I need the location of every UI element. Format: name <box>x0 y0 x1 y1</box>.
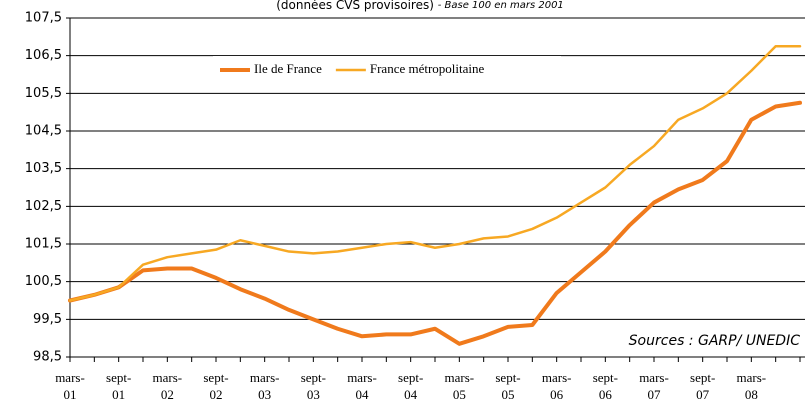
x-tick-label-part: 07 <box>648 387 662 402</box>
series-line <box>68 45 802 302</box>
x-tick-label-part: sept- <box>593 370 618 385</box>
y-tick-label: 105,5 <box>25 86 62 101</box>
x-tick-label-part: 06 <box>599 387 613 402</box>
x-tick-label: mars- 02 <box>153 370 183 402</box>
x-tick-label-part: sept- <box>203 370 228 385</box>
x-tick-label-part: sept- <box>495 370 520 385</box>
x-tick-label-part: mars- <box>542 370 572 385</box>
y-tick-label: 106,5 <box>25 48 62 63</box>
x-tick-label-part: 04 <box>404 387 418 402</box>
x-tick-label-part: mars- <box>639 370 669 385</box>
x-tick-label-part: 05 <box>502 387 515 402</box>
y-tick-label: 99,5 <box>33 312 62 327</box>
x-tick-label: sept- 06 <box>593 370 618 402</box>
x-tick-label: mars- 04 <box>347 370 377 402</box>
x-tick-label-part: sept- <box>301 370 326 385</box>
x-tick-label: sept- 05 <box>495 370 520 402</box>
x-tick-label-part: 05 <box>453 387 466 402</box>
x-tick-label-part: 03 <box>307 387 320 402</box>
chart-title: (données CVS provisoires) - Base 100 en … <box>276 0 564 12</box>
x-tick-label: sept- 02 <box>203 370 228 402</box>
x-tick-label-part: 06 <box>550 387 564 402</box>
x-tick-label: sept- 07 <box>690 370 715 402</box>
x-tick-label-part: 03 <box>258 387 271 402</box>
y-tick-label: 103,5 <box>25 161 62 176</box>
x-tick-label-part: 04 <box>356 387 370 402</box>
y-tick-label: 98,5 <box>33 350 62 365</box>
x-tick-label-part: mars- <box>250 370 280 385</box>
x-tick-label: mars- 01 <box>55 370 85 402</box>
x-tick-label: mars- 05 <box>445 370 475 402</box>
x-tick-label-part: mars- <box>737 370 767 385</box>
x-tick-label-part: sept- <box>398 370 423 385</box>
x-tick-label-part: mars- <box>347 370 377 385</box>
x-tick-label: mars- 08 <box>737 370 767 402</box>
x-tick-label: mars- 03 <box>250 370 280 402</box>
x-tick-label-part: 08 <box>745 387 758 402</box>
x-tick-label-part: 01 <box>112 387 125 402</box>
x-tick-label-part: mars- <box>55 370 85 385</box>
y-tick-label: 107,5 <box>25 11 62 26</box>
x-tick-label-part: 07 <box>696 387 710 402</box>
y-tick-label: 102,5 <box>25 199 62 214</box>
y-tick-label: 101,5 <box>25 237 62 252</box>
x-tick-label-part: sept- <box>106 370 131 385</box>
legend-box <box>213 56 561 84</box>
x-tick-label: sept- 03 <box>301 370 326 402</box>
series-line <box>68 100 802 346</box>
y-tick-label: 100,5 <box>25 274 62 289</box>
x-tick-label: mars- 06 <box>542 370 572 402</box>
x-tick-label-part: 02 <box>210 387 223 402</box>
legend-label: France métropolitaine <box>370 61 485 76</box>
x-tick-label-part: mars- <box>445 370 475 385</box>
legend-label: Ile de France <box>254 61 322 76</box>
x-tick-label-part: 01 <box>64 387 77 402</box>
x-tick-label: sept- 04 <box>398 370 423 402</box>
annotation: Sources : GARP/ UNEDIC <box>629 333 801 349</box>
x-tick-label: mars- 07 <box>639 370 669 402</box>
x-tick-label-part: 02 <box>161 387 174 402</box>
y-tick-label: 104,5 <box>25 124 62 139</box>
x-tick-label-part: mars- <box>153 370 183 385</box>
x-tick-label-part: sept- <box>690 370 715 385</box>
x-tick-label: sept- 01 <box>106 370 131 402</box>
